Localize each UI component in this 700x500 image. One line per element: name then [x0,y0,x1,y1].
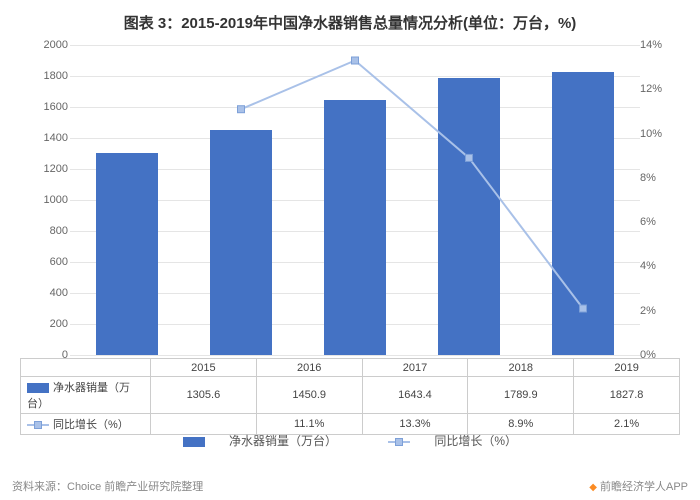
bar-swatch-icon [183,437,205,447]
line-swatch-icon [388,441,410,443]
legend: 净水器销量（万台） 同比增长（%） [0,432,700,449]
chart-container: 图表 3：2015-2019年中国净水器销售总量情况分析(单位：万台，%) 02… [0,0,700,500]
line-swatch-icon [27,424,49,426]
brand-text: 前瞻经济学人APP [589,478,688,494]
bar-swatch-icon [27,383,49,393]
plot-area [70,45,640,355]
source-text: 资料来源：Choice 前瞻产业研究院整理 [12,478,203,494]
y-axis-right: 0%2%4%6%8%10%12%14% [640,45,680,355]
line-series [70,45,640,355]
data-table: 20152016201720182019 净水器销量（万台）1305.61450… [20,358,680,435]
legend-line: 同比增长（%） [376,434,529,448]
legend-bar: 净水器销量（万台） [171,434,349,448]
row2-head: 同比增长（%） [53,419,129,431]
chart-title: 图表 3：2015-2019年中国净水器销售总量情况分析(单位：万台，%) [0,0,700,41]
y-axis-left: 0200400600800100012001400160018002000 [30,45,68,355]
footer: 资料来源：Choice 前瞻产业研究院整理 前瞻经济学人APP [12,478,688,494]
